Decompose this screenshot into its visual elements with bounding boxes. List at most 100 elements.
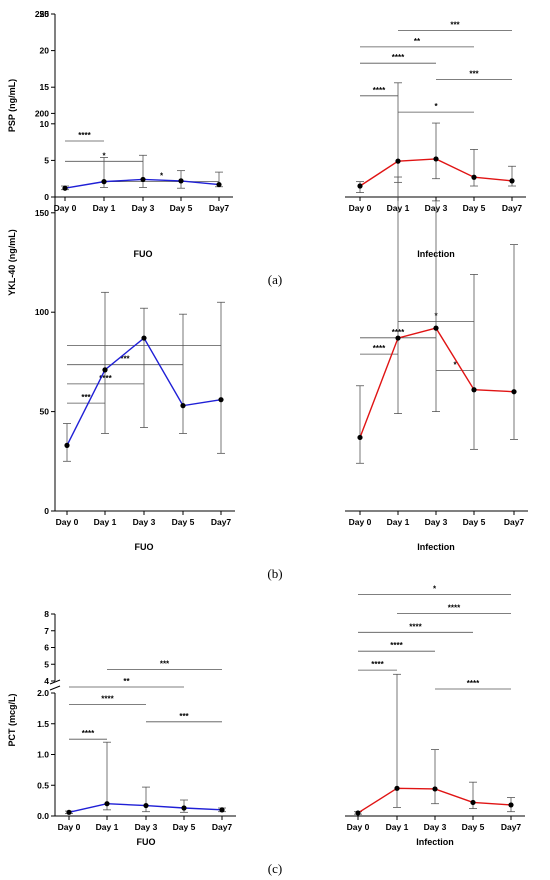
x-axis-title: FUO [137, 837, 156, 847]
y-tick-label: 1.0 [37, 750, 49, 760]
y-tick-label: 2.0 [37, 688, 49, 698]
significance-label: **** [392, 53, 405, 62]
significance-label: **** [99, 374, 112, 383]
significance-label: **** [78, 131, 91, 140]
data-point [180, 403, 186, 409]
significance-label: *** [120, 355, 130, 364]
y-tick-label: 10 [40, 119, 50, 129]
y-tick-label: 6 [44, 643, 49, 653]
data-point [471, 387, 477, 393]
significance-label: *** [450, 21, 460, 30]
y-tick-label: 0.5 [37, 780, 49, 790]
x-tick-label: Day7 [502, 203, 523, 213]
x-tick-label: Day 0 [58, 822, 81, 832]
x-tick-label: Day 0 [347, 822, 370, 832]
significance-label: **** [448, 603, 461, 612]
x-axis-title: FUO [135, 542, 154, 552]
y-tick-label: 150 [35, 208, 49, 218]
x-tick-label: Day 5 [173, 822, 196, 832]
data-point [470, 799, 476, 806]
data-point [355, 810, 361, 816]
significance-label: *** [469, 70, 479, 79]
significance-label: *** [179, 712, 189, 721]
x-tick-label: Day 3 [424, 822, 447, 832]
data-point [140, 176, 146, 183]
panel-a-caption: (a) [267, 272, 283, 287]
data-point [66, 809, 72, 815]
data-point [64, 442, 70, 448]
y-tick-label: 7 [44, 626, 49, 636]
significance-label: * [102, 151, 106, 160]
significance-label: * [453, 360, 457, 369]
significance-label: **** [390, 641, 403, 650]
significance-label: **** [409, 622, 422, 631]
data-point [62, 185, 68, 191]
y-tick-label: 20 [40, 46, 50, 56]
data-point [216, 181, 222, 188]
data-point [101, 179, 107, 185]
x-tick-label: Day 1 [94, 517, 117, 527]
x-tick-label: Day 3 [135, 822, 158, 832]
chart-a-infection: Day 0 Day 1 Day 3 Day 5 Day7Infection*******… [345, 21, 526, 259]
significance-label: **** [371, 660, 384, 669]
y-tick-label: 0 [44, 192, 49, 202]
x-tick-label: Day 5 [463, 203, 486, 213]
data-point [395, 335, 401, 341]
x-tick-label: Day 0 [349, 203, 372, 213]
significance-label: ** [123, 677, 130, 686]
significance-label: **** [467, 679, 480, 688]
x-tick-label: Day 0 [56, 517, 79, 527]
significance-label: * [434, 102, 438, 111]
y-axis-title: PSP (ng/mL) [7, 79, 17, 132]
x-axis-title: FUO [134, 249, 153, 259]
significance-label: **** [373, 344, 386, 353]
y-tick-label: 50 [40, 407, 50, 417]
chart-c-fuo: Day 0 Day 1 Day 3 Day 5 Day7 FUO 0.0 0.5 1.0 1.5 2… [7, 609, 236, 847]
x-tick-label: Day7 [211, 517, 232, 527]
x-tick-label: Day 1 [386, 822, 409, 832]
significance-label: **** [392, 328, 405, 337]
data-point [104, 801, 110, 807]
significance-label: **** [373, 86, 386, 95]
data-point [508, 802, 514, 808]
data-point [433, 325, 439, 331]
y-axis-title: YKL-40 (ng/mL) [7, 229, 17, 296]
data-point [178, 178, 184, 184]
y-tick-label: 1.5 [37, 719, 49, 729]
x-tick-label: Day 1 [387, 517, 410, 527]
chart-a-fuo: Day 0 Day 1 Day 3 Day 5 Day7 FUO 0 5 10 15 20 25 PSP… [7, 9, 233, 259]
x-tick-label: Day 3 [133, 517, 156, 527]
significance-label: * [160, 172, 164, 181]
data-point [357, 434, 363, 441]
x-tick-label: Day7 [501, 822, 522, 832]
x-tick-label: Day 5 [463, 517, 486, 527]
chart-b-fuo: Day 0 Day 1 Day 3 Day 5 Day7FUO0501001502002… [7, 9, 235, 552]
y-tick-label: 0 [44, 506, 49, 516]
axis-break-mark [49, 679, 61, 685]
axis-break-mark [49, 685, 61, 691]
x-tick-label: Day 5 [170, 203, 193, 213]
x-tick-label: Day 5 [172, 517, 195, 527]
panel-c-caption: (c) [267, 861, 283, 876]
significance-label: **** [82, 729, 95, 738]
x-tick-label: Day 0 [54, 203, 77, 213]
data-point [394, 785, 400, 791]
data-point [181, 805, 187, 811]
y-tick-label: 4 [44, 676, 49, 686]
significance-label: *** [81, 393, 91, 402]
series-line [357, 787, 512, 814]
significance-label: **** [101, 694, 114, 703]
y-tick-label: 0.0 [37, 811, 49, 821]
data-point [143, 802, 149, 809]
significance-label: *** [160, 660, 170, 669]
data-point [433, 156, 439, 162]
data-point [509, 178, 515, 184]
data-point [357, 183, 363, 189]
panel-b-caption: (b) [267, 566, 283, 581]
x-tick-label: Day 1 [93, 203, 116, 213]
data-point [471, 174, 477, 180]
x-tick-label: Day 5 [462, 822, 485, 832]
data-point [102, 367, 108, 373]
x-tick-label: Day 3 [132, 203, 155, 213]
